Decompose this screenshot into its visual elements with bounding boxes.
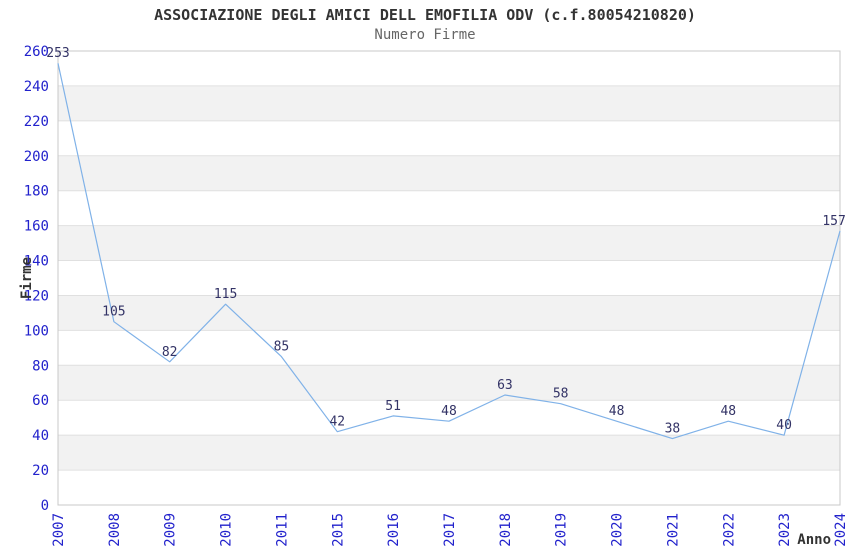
y-tick-label: 120 [24, 288, 49, 304]
x-tick-label: 2022 [721, 513, 737, 547]
x-tick-label: 2007 [51, 513, 67, 547]
y-tick-label: 80 [32, 358, 49, 374]
data-point-label: 63 [497, 378, 513, 393]
data-point-label: 40 [776, 418, 792, 433]
data-point-label: 58 [553, 387, 569, 402]
x-tick-label: 2016 [386, 513, 402, 547]
x-tick-label: 2021 [665, 513, 681, 547]
data-point-label: 85 [274, 340, 290, 355]
data-point-label: 115 [214, 287, 237, 302]
data-point-label: 105 [102, 305, 125, 320]
x-tick-label: 2018 [498, 513, 514, 547]
data-point-label: 42 [329, 415, 345, 430]
data-point-label: 253 [46, 46, 69, 61]
x-tick-label: 2024 [833, 513, 849, 547]
x-tick-label: 2017 [442, 513, 458, 547]
chart-subtitle: Numero Firme [374, 27, 476, 43]
x-tick-label: 2008 [107, 513, 123, 547]
x-tick-label: 2015 [330, 513, 346, 547]
x-tick-label: 2020 [610, 513, 626, 547]
plot-border [57, 50, 841, 506]
plot-band [58, 225, 840, 261]
y-tick-label: 240 [24, 79, 49, 95]
plot-band [58, 435, 840, 471]
chart-title: ASSOCIAZIONE DEGLI AMICI DELL EMOFILIA O… [154, 6, 696, 24]
y-tick-label: 140 [24, 254, 49, 270]
y-tick-label: 0 [41, 498, 49, 514]
plot-band [58, 295, 840, 331]
x-tick-label: 2023 [777, 513, 793, 547]
plot-band [58, 155, 840, 191]
x-axis-label: Anno [797, 532, 831, 548]
y-tick-label: 20 [32, 463, 49, 479]
data-point-label: 38 [665, 422, 681, 437]
y-axis-label: Firme [19, 257, 35, 299]
data-line [57, 63, 841, 440]
y-tick-label: 40 [32, 428, 49, 444]
data-point-label: 157 [822, 214, 845, 229]
y-tick-label: 200 [24, 149, 49, 165]
data-point-label: 48 [720, 404, 736, 419]
data-point-label: 82 [162, 345, 178, 360]
y-tick-label: 220 [24, 114, 49, 130]
y-tick-label: 180 [24, 184, 49, 200]
plot-band [58, 365, 840, 401]
data-point-label: 48 [609, 404, 625, 419]
plot-band [58, 85, 840, 121]
x-tick-label: 2011 [274, 513, 290, 547]
x-tick-label: 2019 [554, 513, 570, 547]
y-tick-label: 100 [24, 323, 49, 339]
data-point-label: 51 [385, 399, 401, 414]
x-tick-label: 2010 [219, 513, 235, 547]
x-tick-label: 2009 [163, 513, 179, 547]
y-tick-label: 160 [24, 219, 49, 235]
y-tick-label: 60 [32, 393, 49, 409]
y-tick-label: 260 [24, 44, 49, 60]
data-point-label: 48 [441, 404, 457, 419]
